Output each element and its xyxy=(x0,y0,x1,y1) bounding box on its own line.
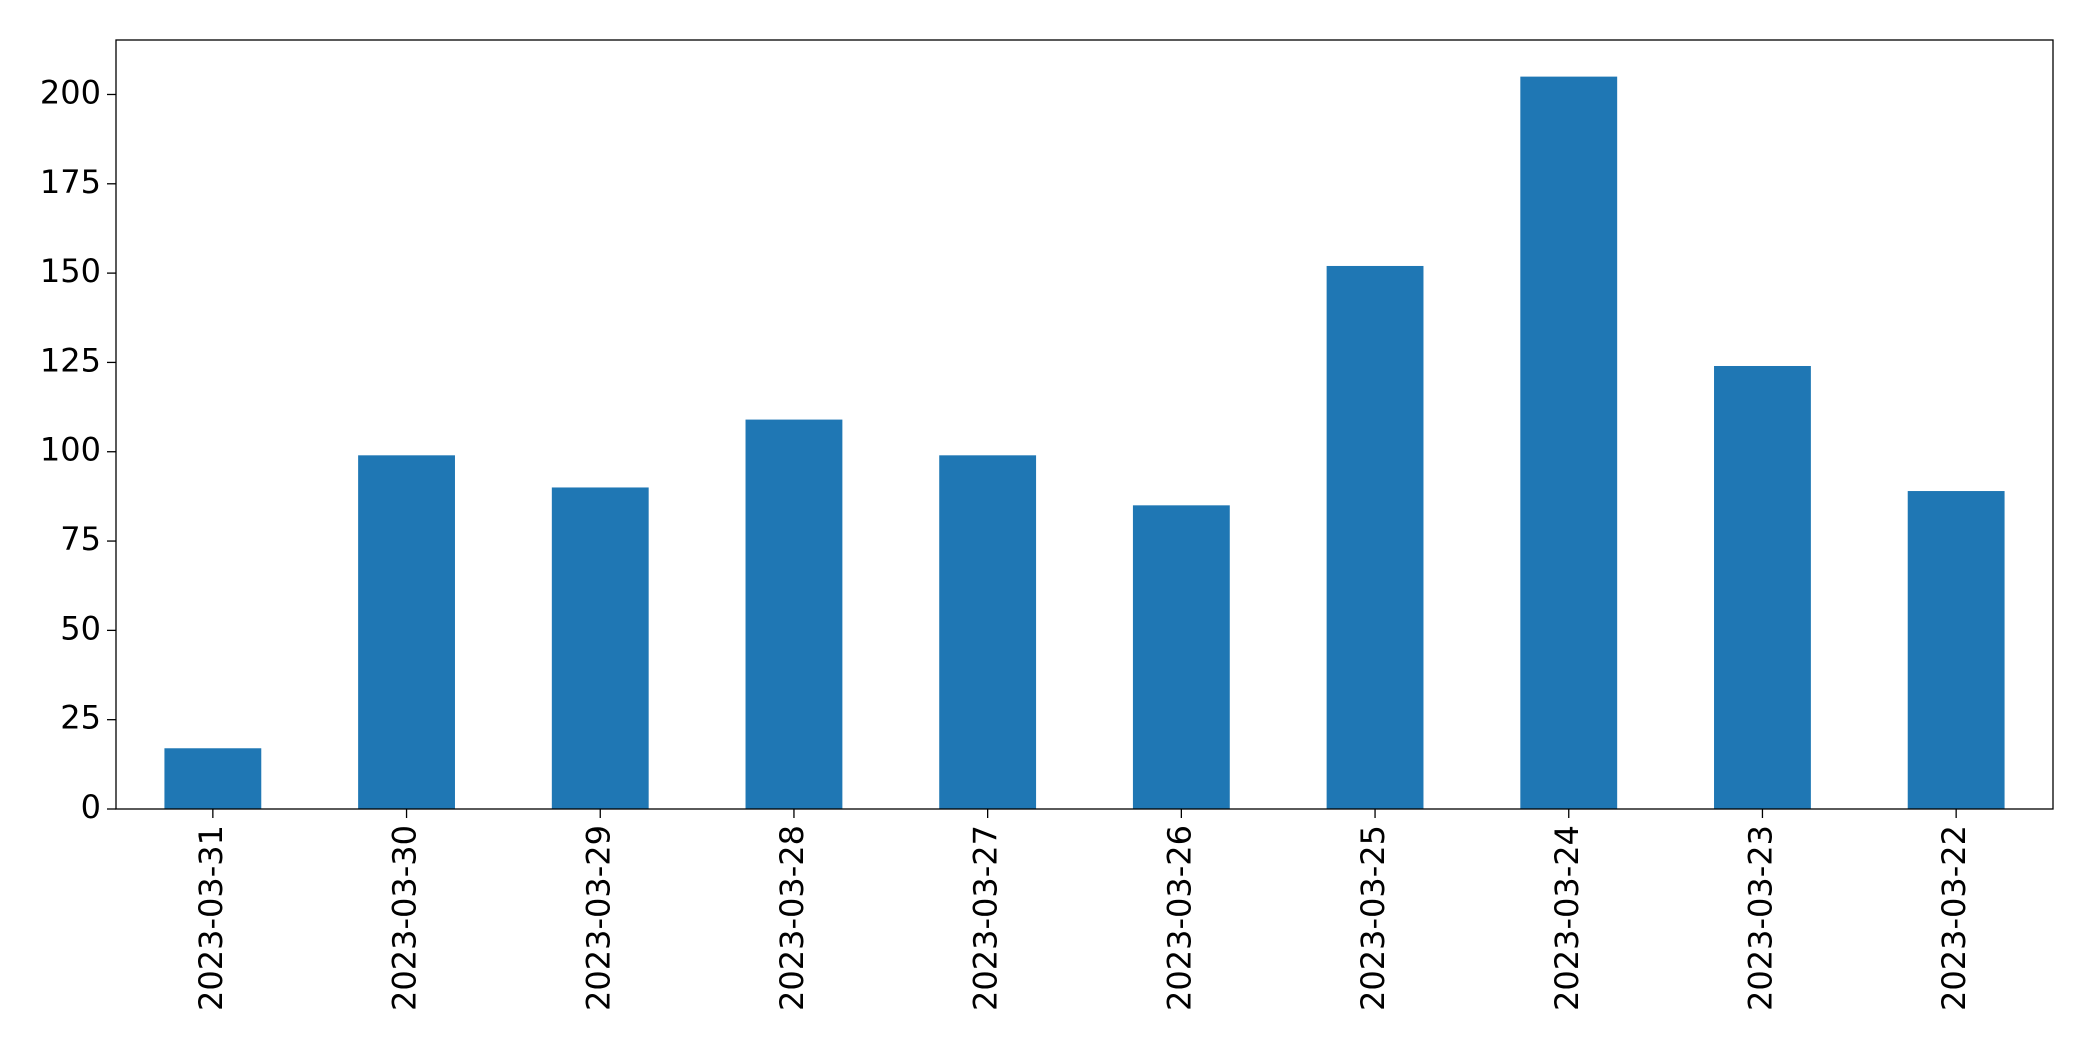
bar xyxy=(1907,491,2005,809)
x-tick-label: 2023-03-23 xyxy=(1741,825,1779,1011)
bar xyxy=(164,748,262,809)
y-tick-label: 0 xyxy=(81,788,101,826)
x-tick-label: 2023-03-25 xyxy=(1354,825,1392,1011)
y-tick-label: 75 xyxy=(60,520,101,558)
y-tick-label: 150 xyxy=(40,252,101,290)
bar xyxy=(1132,505,1230,809)
x-tick-label: 2023-03-29 xyxy=(579,825,617,1011)
bar xyxy=(1714,365,1811,809)
y-tick-label: 200 xyxy=(40,73,101,111)
x-tick-label: 2023-03-22 xyxy=(1935,825,1973,1011)
bar xyxy=(939,455,1037,809)
plot-frame xyxy=(115,39,2054,810)
y-tick-label: 25 xyxy=(60,699,101,737)
y-tick-label: 175 xyxy=(40,163,101,201)
bar xyxy=(358,455,455,809)
bar xyxy=(745,419,843,809)
bar xyxy=(1326,265,1424,809)
x-tick-label: 2023-03-28 xyxy=(773,825,811,1011)
x-tick-label: 2023-03-27 xyxy=(967,825,1005,1011)
y-tick-label: 50 xyxy=(60,609,101,647)
y-tick-label: 125 xyxy=(40,341,101,379)
x-tick-label: 2023-03-26 xyxy=(1160,825,1198,1011)
x-tick-label: 2023-03-24 xyxy=(1548,825,1586,1011)
y-tick-label: 100 xyxy=(40,431,101,469)
x-tick-label: 2023-03-31 xyxy=(192,825,230,1011)
bar xyxy=(551,487,649,809)
bar xyxy=(1520,76,1618,810)
x-tick-label: 2023-03-30 xyxy=(386,825,424,1011)
